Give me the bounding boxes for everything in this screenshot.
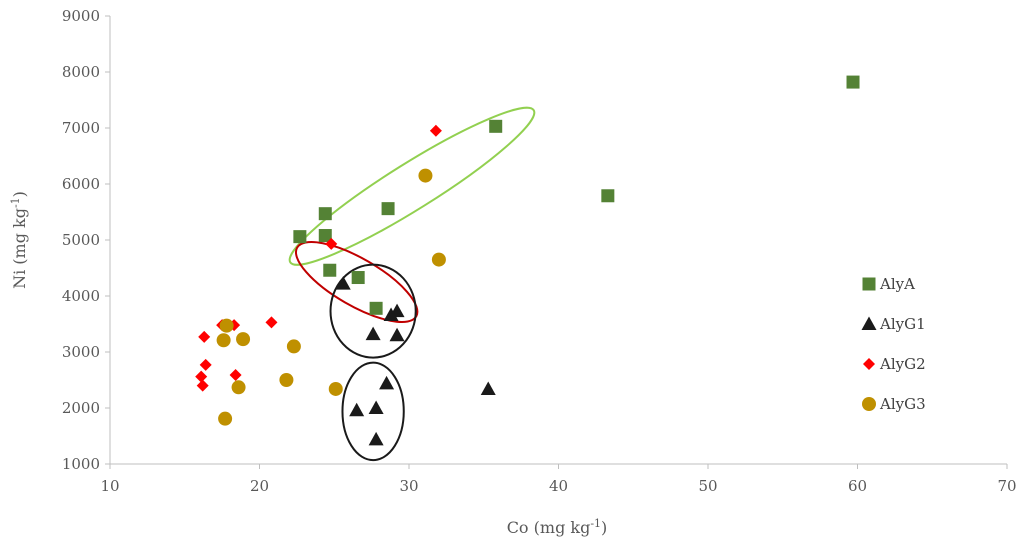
legend-item-alyg2: AlyG2: [863, 355, 926, 373]
data-point-alyg3: [418, 168, 433, 183]
data-point-alya: [601, 189, 615, 203]
legend-marker-alyg2: [863, 358, 875, 370]
annotation-ellipses: [288, 106, 536, 462]
legend-label: AlyG2: [879, 355, 926, 373]
x-tick-label: 70: [997, 477, 1016, 495]
data-points: [195, 75, 860, 446]
data-point-alyg2: [429, 124, 442, 137]
data-point-alyg2: [325, 237, 338, 250]
y-tick-label: 4000: [62, 287, 100, 305]
data-point-alya: [846, 75, 860, 89]
y-tick-label: 8000: [62, 63, 100, 81]
legend-label: AlyA: [879, 275, 915, 293]
data-point-alyg1: [368, 431, 384, 446]
y-tick-labels: 1000 2000 3000 4000 5000 6000 7000 8000 9000: [62, 7, 110, 473]
x-tick-label: 60: [848, 477, 867, 495]
data-point-alya: [489, 119, 503, 133]
annotation-ellipse-1: [288, 106, 536, 266]
legend-label: AlyG3: [879, 395, 926, 413]
data-point-alyg1: [379, 375, 395, 390]
data-point-alyg2: [229, 368, 242, 381]
y-axis-title: Ni (mg kg-1): [9, 191, 30, 289]
legend-item-alyg1: AlyG1: [861, 315, 926, 333]
data-point-alyg2: [195, 370, 208, 383]
data-point-alyg1: [365, 326, 381, 341]
x-tick-label: 30: [399, 477, 418, 495]
data-point-alya: [318, 207, 332, 221]
data-point-alyg3: [218, 411, 233, 426]
x-tick-label: 50: [698, 477, 717, 495]
legend: AlyA AlyG1 AlyG2 AlyG3: [861, 275, 926, 413]
legend-item-alya: AlyA: [862, 275, 915, 293]
data-point-alyg3: [236, 332, 251, 347]
legend-label: AlyG1: [879, 315, 926, 333]
data-point-alya: [318, 229, 332, 243]
legend-marker-alyg3: [862, 397, 876, 411]
data-point-alyg3: [431, 252, 446, 267]
y-tick-label: 9000: [62, 7, 100, 25]
data-point-alyg1: [383, 307, 399, 322]
y-tick-label: 3000: [62, 343, 100, 361]
series-alya: [293, 75, 860, 315]
data-point-alyg3: [286, 339, 301, 354]
data-point-alyg1: [335, 276, 351, 290]
data-point-alyg3: [279, 373, 294, 387]
y-tick-label: 5000: [62, 231, 100, 249]
x-axis-title: Co (mg kg-1): [507, 517, 608, 538]
series-alyg3: [216, 168, 446, 426]
data-point-alyg3: [231, 380, 246, 395]
data-point-alyg2: [198, 330, 211, 343]
x-tick-labels: 10 20 30 40 50 60 70: [100, 464, 1017, 495]
x-tick-label: 40: [549, 477, 568, 495]
y-tick-label: 6000: [62, 175, 100, 193]
data-point-alya: [369, 301, 383, 315]
data-point-alyg2: [196, 379, 209, 392]
annotation-ellipse-4: [341, 361, 405, 462]
legend-marker-alya: [862, 277, 876, 291]
data-point-alyg1: [389, 327, 405, 342]
data-point-alya: [351, 271, 365, 285]
y-tick-label: 2000: [62, 399, 100, 417]
annotation-ellipse-3: [329, 263, 417, 359]
series-alyg2: [195, 124, 442, 392]
data-point-alya: [293, 230, 307, 244]
axes: [109, 16, 1007, 465]
x-tick-label: 10: [100, 477, 119, 495]
data-point-alyg1: [368, 400, 384, 414]
series-alyg1: [335, 276, 496, 446]
data-point-alyg3: [216, 333, 231, 348]
y-tick-label: 7000: [62, 119, 100, 137]
y-tick-label: 1000: [62, 455, 100, 473]
legend-item-alyg3: AlyG3: [862, 395, 926, 413]
data-point-alyg1: [349, 402, 365, 417]
legend-marker-alyg1: [861, 316, 877, 330]
x-tick-label: 20: [250, 477, 269, 495]
data-point-alya: [381, 202, 395, 216]
data-point-alyg2: [265, 316, 278, 329]
data-point-alyg3: [219, 318, 234, 333]
data-point-alyg2: [199, 358, 212, 371]
data-point-alyg3: [328, 381, 343, 396]
data-point-alya: [323, 263, 337, 277]
data-point-alyg1: [480, 381, 496, 395]
